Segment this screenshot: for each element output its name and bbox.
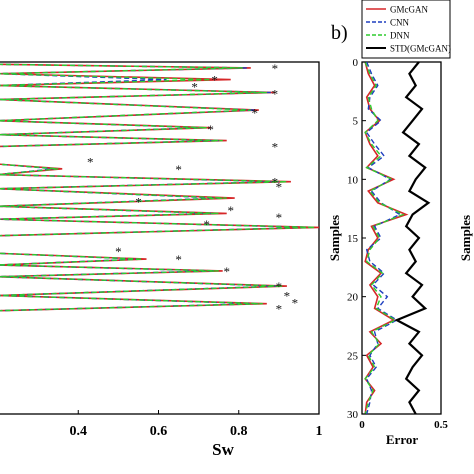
panel-a-star-point: * [252,105,259,120]
panel-b-error-plot: b) 0 0.5 0 5 10 15 20 25 30 Error Samples Sample… [327,0,473,447]
panel-a-star-point: * [272,87,279,102]
panel-a-star-point: * [272,139,279,154]
panel-b-y-tick-label: 25 [347,350,359,362]
panel-a-star-point: * [175,162,182,177]
panel-a-star-point: * [272,61,279,76]
panel-b-y-tick-label: 20 [347,292,359,304]
legend-label-gmcgan: GMcGAN [390,5,428,15]
panel-a-star-point: * [191,80,198,95]
panel-a-star-point: * [276,210,283,225]
panel-b-y-axis-label: Samples [327,215,342,261]
panel-a-x-ticks: 0.4 0.6 0.8 1 [70,410,323,439]
panel-a-star-point: * [284,288,291,303]
panel-a-star-point: * [135,195,142,210]
panel-b-series-group [364,61,431,415]
panel-a-star-point: * [272,175,279,190]
panel-b-legend: GMcGAN CNN DNN STD(GMcGAN) [361,0,451,59]
panel-b-y-tick-label: 10 [347,174,359,186]
panel-a-star-point: * [175,252,182,267]
panel-b-dnn-line [364,61,405,415]
panel-b-x-axis-label: Error [386,432,418,447]
panel-b-y-tick-label: 5 [353,116,359,128]
panel-a-star-point: * [292,296,299,311]
panel-a-star-point: * [203,217,210,232]
panel-b-cnn-line [365,61,402,415]
panel-b-right-y-axis-label: Samples [458,215,473,261]
panel-b-x-tick-label: 0 [359,419,365,431]
panel-a-series-group: *** ***** ***** ******* ** [0,61,320,316]
panel-b-y-tick-label: 15 [347,233,359,245]
panel-a-dnn-line [0,63,316,312]
panel-a-star-point: * [115,244,122,259]
panel-a-x-tick-label: 0.6 [150,424,168,439]
panel-a-star-point: * [211,73,218,88]
legend-label-std-gmcgan: STD(GMcGAN) [390,44,451,54]
legend-label-dnn: DNN [390,31,410,41]
panel-b-y-tick-label: 0 [353,57,359,69]
panel-a-x-tick-label: 0.4 [70,424,88,439]
legend-label-cnn: CNN [390,18,410,28]
panel-a-x-tick-label: 1 [316,424,323,439]
panel-b-x-tick-label: 0.5 [434,419,448,431]
panel-a-x-tick-label: 0.8 [230,424,248,439]
panel-b-std-gmcgan-line [394,61,431,415]
panel-a-sw-plot: *** ***** ***** ******* ** 0.4 0.6 0.8 1 Sw [0,61,323,459]
panel-a-star-point: * [227,203,234,218]
panel-a-star-point: * [207,122,214,137]
panel-b-y-tick-label: 30 [347,409,359,421]
panel-b-label: b) [331,22,348,44]
panel-a-x-axis-label: Sw [212,440,234,459]
panel-a-star-point: * [276,179,283,194]
panel-a-star-point: * [87,155,94,170]
panel-b-ticks: 0 0.5 0 5 10 15 20 25 30 [347,57,448,431]
panel-a-star-point: * [223,264,230,279]
panel-a-star-point: * [276,301,283,316]
panel-a-star-point: * [276,279,283,294]
panel-b-gmcgan-line [364,61,409,415]
